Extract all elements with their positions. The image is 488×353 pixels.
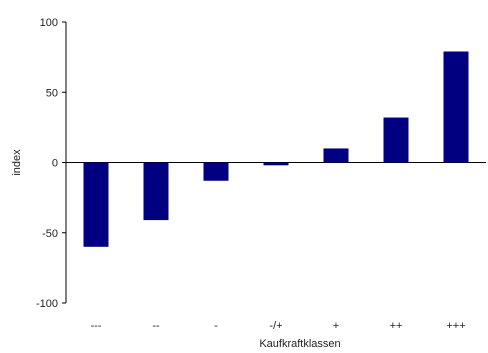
y-tick-label: 0 bbox=[52, 158, 58, 170]
y-axis-title: index bbox=[11, 149, 23, 176]
bar bbox=[203, 162, 229, 181]
x-tick-label: -/+ bbox=[269, 320, 282, 332]
x-tick-label: + bbox=[333, 320, 339, 332]
bars bbox=[83, 51, 469, 247]
x-tick-label: -- bbox=[152, 320, 160, 332]
y-tick-label: 50 bbox=[46, 87, 58, 99]
x-tick-label: +++ bbox=[446, 320, 465, 332]
y-tick-label: 100 bbox=[40, 17, 58, 29]
bar bbox=[383, 117, 409, 163]
bar bbox=[83, 162, 109, 247]
bar bbox=[143, 162, 169, 221]
bar bbox=[263, 162, 289, 166]
bar bbox=[443, 51, 469, 163]
x-axis-tick-labels: --- -- - -/+ + ++ +++ bbox=[91, 320, 466, 332]
x-tick-label: --- bbox=[91, 320, 102, 332]
y-tick-label: -50 bbox=[42, 228, 58, 240]
x-tick-label: - bbox=[214, 320, 218, 332]
bar bbox=[323, 148, 349, 163]
x-tick-label: ++ bbox=[390, 320, 403, 332]
y-tick-label: -100 bbox=[36, 298, 58, 310]
y-axis-ticks: -100 -50 0 50 100 bbox=[36, 17, 66, 310]
x-axis-title: Kaufkraftklassen bbox=[259, 338, 340, 350]
